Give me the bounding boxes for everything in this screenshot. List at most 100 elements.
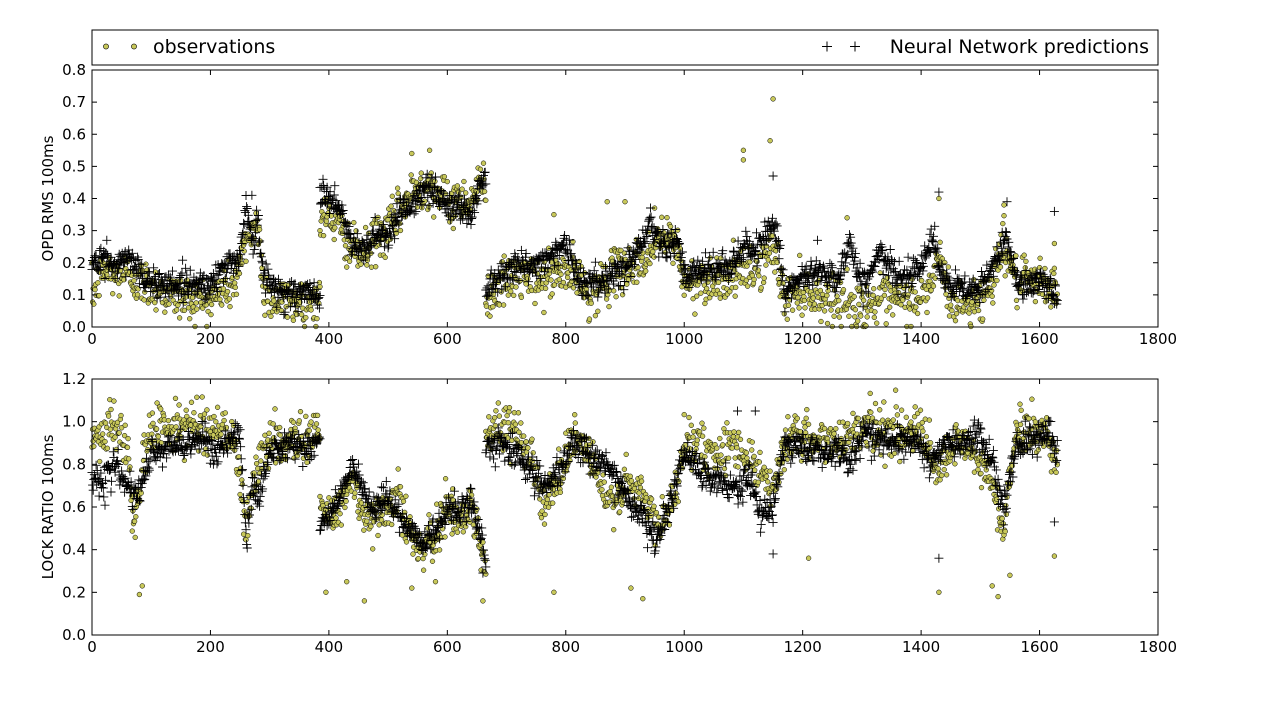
observation-point (799, 312, 805, 318)
observation-point (704, 285, 710, 292)
observation-point (342, 243, 349, 249)
legend-marker-observations (103, 43, 109, 50)
observation-point (751, 276, 757, 283)
legend-marker-predictions (822, 41, 832, 52)
observation-point (881, 399, 887, 405)
observation-point (1026, 415, 1032, 422)
observation-point (628, 478, 635, 484)
observation-point (150, 420, 156, 427)
observation-point (370, 546, 376, 552)
observation-point (699, 420, 705, 426)
observation-point (803, 415, 809, 421)
observation-point (518, 420, 524, 426)
x-tick-label: 800 (551, 330, 580, 348)
observation-point (375, 532, 381, 539)
observation-point (542, 511, 548, 518)
legend-label-observations: observations (153, 36, 275, 58)
observation-point (134, 292, 141, 298)
observation-point (804, 406, 810, 413)
observation-point (317, 493, 323, 500)
observation-point (784, 316, 790, 322)
observation-point (881, 292, 888, 299)
observation-point (913, 304, 919, 310)
observation-point (1041, 443, 1047, 449)
observation-point (1042, 299, 1049, 305)
observation-point (97, 458, 103, 465)
observation-point (1035, 446, 1042, 453)
observation-point (855, 318, 861, 324)
observation-point (887, 304, 893, 310)
observation-point (166, 301, 172, 307)
observation-point (906, 300, 912, 306)
observation-point (102, 420, 109, 426)
observation-point (643, 268, 649, 274)
observation-point (785, 414, 791, 420)
observation-point (492, 414, 498, 421)
observation-point (173, 424, 179, 430)
observation-point (541, 521, 548, 527)
observation-point (943, 291, 949, 297)
observation-point (155, 433, 161, 440)
observation-point (290, 419, 297, 425)
observation-point (690, 434, 696, 440)
observation-point (686, 414, 692, 421)
observation-point (801, 297, 808, 304)
observation-point (767, 138, 773, 144)
observation-point (431, 214, 437, 220)
observation-point (525, 275, 531, 282)
observation-point (187, 316, 193, 322)
x-tick-label: 1400 (902, 330, 940, 348)
observation-point (317, 227, 323, 234)
observation-point (780, 280, 786, 287)
observation-point (1032, 419, 1039, 425)
observation-point (953, 422, 959, 428)
observation-point (852, 314, 858, 320)
observation-point (277, 432, 283, 438)
observation-point (952, 461, 958, 467)
observation-point (891, 450, 898, 457)
observation-point (268, 313, 274, 320)
observation-point (511, 292, 517, 299)
observation-point (772, 269, 778, 275)
observation-point (346, 258, 353, 264)
observation-point (142, 289, 148, 295)
observation-point (900, 297, 906, 303)
observation-point (782, 427, 789, 433)
observation-point (690, 296, 696, 302)
observation-point (481, 188, 488, 195)
observation-point (927, 440, 934, 446)
observation-point (153, 426, 160, 432)
observation-point (418, 175, 424, 182)
observation-point (531, 481, 538, 488)
observation-point (761, 275, 767, 281)
observation-point (852, 307, 859, 313)
observation-point (149, 296, 156, 302)
observation-point (818, 318, 824, 325)
observation-point (131, 277, 137, 284)
observation-point (442, 476, 449, 482)
observation-point (763, 473, 770, 479)
observation-point (486, 414, 492, 420)
observation-point (193, 300, 199, 306)
observation-point (403, 539, 410, 545)
observation-point (121, 277, 127, 283)
observation-point (532, 300, 538, 307)
observation-point (831, 313, 837, 319)
observation-point (217, 296, 223, 303)
observation-point (583, 286, 590, 293)
observation-point (939, 472, 945, 479)
observation-point (564, 274, 571, 281)
marks (87, 96, 1062, 330)
observation-point (872, 400, 879, 407)
observation-point (606, 303, 612, 310)
observation-point (294, 453, 301, 459)
observation-point (618, 247, 624, 254)
observation-point (172, 395, 179, 402)
observation-point (1014, 305, 1020, 311)
observation-point (824, 320, 831, 327)
observation-point (903, 414, 909, 420)
observation-point (294, 311, 300, 318)
observation-point (1013, 253, 1019, 259)
observation-point (653, 509, 660, 516)
observation-point (720, 442, 726, 448)
